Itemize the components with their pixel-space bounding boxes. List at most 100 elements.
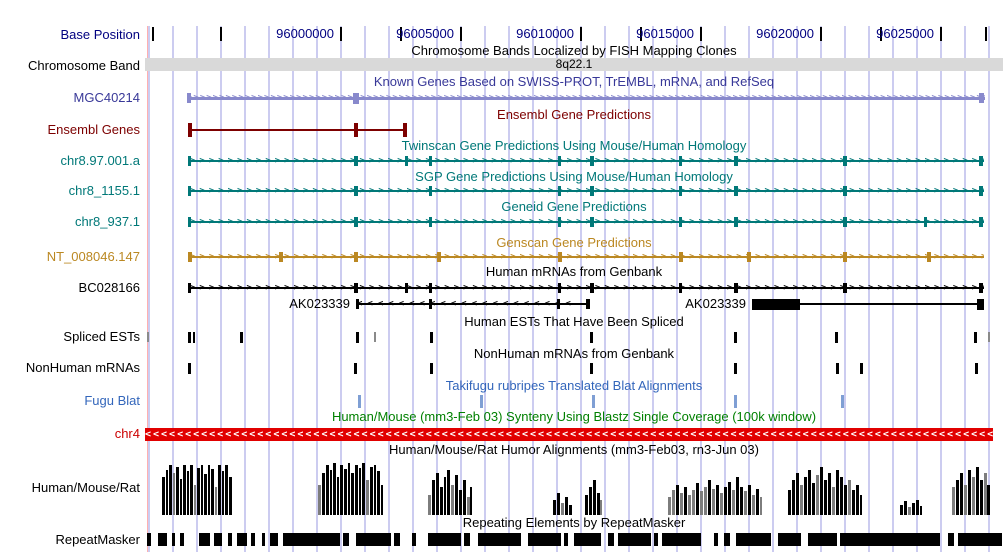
repeat-block[interactable] [172,533,175,546]
repeat-block[interactable] [724,533,730,546]
exon-block[interactable] [843,186,847,196]
alignment-tick-fugu-blat[interactable] [841,394,844,408]
track-label-nonhuman-mrnas[interactable]: NonHuman mRNAs [25,360,140,375]
alignment-tick-spliced-ests[interactable] [590,331,593,343]
repeat-block[interactable] [180,533,184,546]
exon-block[interactable] [843,156,847,166]
alignment-tick-spliced-ests[interactable] [835,331,838,343]
exon-block[interactable] [558,217,561,227]
exon-block[interactable] [558,186,561,196]
exon-block[interactable] [354,252,358,262]
exon-block[interactable] [979,93,984,103]
exon-block[interactable] [843,252,847,262]
alignment-tick-spliced-ests[interactable] [374,332,376,342]
repeat-block[interactable] [478,533,521,546]
gene-line-sgp-gene[interactable] [190,190,984,192]
alignment-tick-nonhuman-mrnas[interactable] [975,362,978,374]
track-label-base-position[interactable]: Base Position [60,27,141,42]
alignment-tick-nonhuman-mrnas[interactable] [590,362,593,374]
exon-block[interactable] [590,156,594,166]
exon-block[interactable] [557,299,560,309]
exon-block[interactable] [353,92,359,104]
alignment-tick-fugu-blat[interactable] [480,394,483,408]
exon-block[interactable] [405,283,408,293]
alignment-tick-spliced-ests[interactable] [988,332,990,342]
exon-block[interactable] [843,283,847,293]
alignment-tick-nonhuman-mrnas[interactable] [188,362,191,374]
repeat-block[interactable] [251,533,255,546]
exon-block[interactable] [354,123,358,137]
alignment-tick-spliced-ests[interactable] [734,331,737,343]
exon-block[interactable] [977,298,984,310]
track-label-chr8-1155-1[interactable]: chr8_1155.1 [68,183,140,198]
exon-block[interactable] [429,156,432,166]
exon-block[interactable] [590,217,594,227]
alignment-tick-spliced-ests[interactable] [240,331,243,343]
exon-block[interactable] [590,283,594,293]
gene-line-bc028166-mrna[interactable] [190,287,984,289]
track-label-mgc40214[interactable]: MGC40214 [73,90,140,105]
exon-block[interactable] [354,156,358,166]
alignment-tick-nonhuman-mrnas[interactable] [860,362,863,374]
repeat-block[interactable] [270,533,278,546]
exon-block[interactable] [734,156,738,166]
alignment-tick-spliced-ests[interactable] [188,331,191,343]
gene-line-ensembl-gene[interactable] [190,129,407,131]
alignment-tick-fugu-blat[interactable] [358,394,361,408]
exon-block[interactable] [679,217,682,227]
exon-block[interactable] [979,217,983,227]
exon-block[interactable] [734,283,738,293]
track-label-spliced-ests[interactable]: Spliced ESTs [63,329,140,344]
exon-block[interactable] [558,252,562,262]
exon-block[interactable] [188,123,192,137]
exon-block[interactable] [752,298,800,310]
alignment-tick-spliced-ests[interactable] [193,331,195,343]
exon-block[interactable] [747,252,751,262]
exon-block[interactable] [188,283,191,293]
exon-block[interactable] [187,93,191,103]
repeat-block[interactable] [840,533,940,546]
chromosome-band-bar[interactable] [145,58,1003,71]
exon-block[interactable] [679,156,682,166]
alignment-tick-spliced-ests[interactable] [147,332,149,342]
repeat-block[interactable] [736,533,771,546]
track-label-bc028166[interactable]: BC028166 [78,280,140,295]
exon-block[interactable] [429,283,432,293]
repeat-block[interactable] [262,533,265,546]
exon-block[interactable] [979,156,983,166]
alignment-tick-spliced-ests[interactable] [356,331,359,343]
exon-block[interactable] [437,252,441,262]
repeat-block[interactable] [158,533,167,546]
track-label-fugu-blat[interactable]: Fugu Blat [84,393,140,408]
repeat-block[interactable] [147,533,151,546]
exon-block[interactable] [354,186,358,196]
exon-block[interactable] [927,252,931,262]
exon-block[interactable] [429,186,432,196]
track-label-chr8-937-1[interactable]: chr8_937.1 [74,214,140,229]
exon-block[interactable] [429,299,432,309]
exon-block[interactable] [354,217,358,227]
repeat-block[interactable] [948,533,954,546]
track-label-chr4[interactable]: chr4 [114,426,140,441]
exon-block[interactable] [843,217,847,227]
exon-block[interactable] [405,156,408,166]
alignment-tick-nonhuman-mrnas[interactable] [734,362,737,374]
exon-block[interactable] [188,186,191,196]
repeat-block[interactable] [214,533,222,546]
repeat-block[interactable] [464,533,470,546]
exon-block[interactable] [590,186,594,196]
track-label-nt-008046-147[interactable]: NT_008046.147 [46,249,140,264]
exon-block[interactable] [279,252,283,262]
exon-block[interactable] [429,217,432,227]
gene-line-ak023339-left[interactable] [357,303,589,305]
track-label-ensembl-genes[interactable]: Ensembl Genes [47,122,141,137]
exon-block[interactable] [558,156,561,166]
repeat-block[interactable] [608,533,614,546]
alignment-tick-fugu-blat[interactable] [592,394,595,408]
repeat-block[interactable] [528,533,561,546]
alignment-tick-nonhuman-mrnas[interactable] [354,362,357,374]
repeat-block[interactable] [958,533,1002,546]
repeat-block[interactable] [574,533,601,546]
exon-block[interactable] [979,186,983,196]
repeat-block[interactable] [654,533,658,546]
